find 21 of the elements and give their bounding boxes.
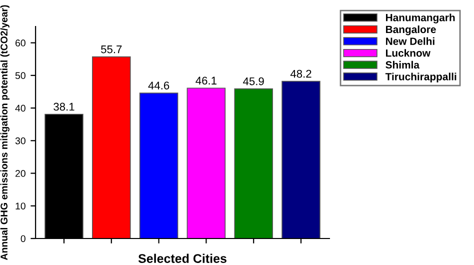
- data-label: 46.1: [196, 76, 216, 85]
- data-label: 45.9: [243, 77, 264, 86]
- y-tick-label: 40: [15, 104, 26, 112]
- y-tick-label: 30: [15, 137, 26, 144]
- legend-label: Tiruchirappalli: [385, 72, 456, 82]
- legend-label: New Delhi: [386, 37, 434, 45]
- y-tick-label: 10: [16, 202, 26, 210]
- y-tick-label: 50: [15, 72, 26, 80]
- legend-label: Hanumangarh: [386, 14, 455, 24]
- legend-label: Shimla: [386, 60, 420, 69]
- data-label: 48.2: [290, 70, 312, 78]
- legend-label: Lucknow: [386, 49, 430, 57]
- x-axis-title: Selected Cities: [138, 254, 226, 263]
- legend-label: Bangalore: [386, 25, 436, 36]
- data-label: 44.6: [148, 82, 170, 90]
- y-axis-title: Annual GHG emissions mitigation potential (tCO2/year): [0, 5, 10, 260]
- y-tick-label: 20: [16, 170, 26, 177]
- data-label: 38.1: [54, 102, 74, 111]
- y-tick-label: 0: [20, 235, 26, 242]
- data-label: 55.7: [101, 45, 122, 54]
- y-tick-label: 60: [16, 40, 26, 46]
